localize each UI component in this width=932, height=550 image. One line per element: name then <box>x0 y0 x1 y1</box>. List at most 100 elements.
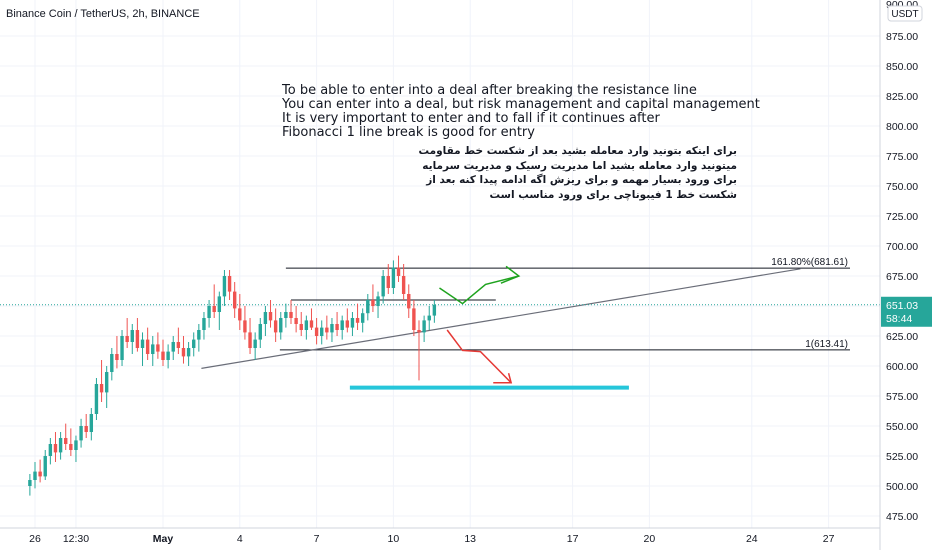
candle-body <box>360 313 365 323</box>
candle-body <box>422 320 426 333</box>
candle <box>232 282 237 318</box>
bullish-scenario-arrow <box>439 275 520 305</box>
candle <box>330 318 334 342</box>
candle <box>258 318 262 348</box>
time-tick-label: May <box>153 533 174 545</box>
candle <box>89 408 94 441</box>
candle <box>427 306 431 330</box>
candle-body <box>330 324 334 333</box>
candle <box>294 306 298 333</box>
candle-body <box>28 480 32 486</box>
candle <box>289 300 293 324</box>
annotation-line: برای ورود بسیار مهمه و برای ریزش اگه ادا… <box>426 174 737 186</box>
time-tick-label: 10 <box>388 533 400 545</box>
fibonacci-level-label: 1(613.41) <box>805 339 848 350</box>
candle-body <box>161 351 165 360</box>
candle-body <box>43 456 47 477</box>
candle-body <box>253 339 257 348</box>
candle-body <box>145 339 150 354</box>
candle <box>212 284 216 318</box>
candle <box>84 414 88 438</box>
price-axis[interactable]: 475.00 500.00 525.00 550.00 575.00 600.00 625.… <box>879 0 932 550</box>
candle-body <box>381 276 385 297</box>
time-tick-label: 7 <box>314 533 320 545</box>
candle <box>104 366 109 408</box>
price-tick-label: 600.00 <box>886 361 918 373</box>
candle <box>217 291 222 330</box>
candle <box>120 330 124 366</box>
price-tick-label: 875.00 <box>886 31 918 43</box>
candle <box>145 327 150 360</box>
candle <box>69 428 73 456</box>
candle <box>238 294 242 330</box>
candle <box>28 474 32 496</box>
candle <box>284 303 288 328</box>
annotation-line: Fibonacci 1 line break is good for entry <box>282 125 535 140</box>
candle-body <box>325 327 329 333</box>
candle <box>417 320 421 381</box>
candle-body <box>217 296 222 312</box>
candle-body <box>38 471 42 477</box>
candlestick-series <box>28 255 437 496</box>
candle-body <box>314 327 319 336</box>
candle-body <box>391 267 396 288</box>
candle-body <box>273 320 278 333</box>
candle <box>309 308 314 330</box>
candle <box>207 300 211 328</box>
candle <box>227 270 232 300</box>
candle <box>181 336 186 364</box>
time-tick-label: 4 <box>237 533 243 545</box>
candle <box>135 318 140 352</box>
candle <box>222 270 227 306</box>
time-tick-label: 27 <box>823 533 835 545</box>
candle <box>273 308 278 342</box>
candle <box>432 300 437 323</box>
candle <box>381 270 385 304</box>
candle-body <box>248 332 252 348</box>
candle-body <box>366 300 370 314</box>
price-tick-label: 800.00 <box>886 121 918 133</box>
candle-body <box>268 312 273 321</box>
candle-body <box>396 267 401 276</box>
candle <box>166 344 170 369</box>
candle-body <box>151 344 155 354</box>
candle-body <box>115 354 119 360</box>
time-axis[interactable]: 26 12:30 May 4 7 10 13 17 20 24 27 <box>0 527 880 545</box>
candle-body <box>427 315 431 321</box>
candle <box>38 459 42 483</box>
candle <box>115 336 119 369</box>
candle-body <box>94 384 99 414</box>
candle-body <box>299 324 303 330</box>
candle-body <box>243 320 247 333</box>
price-tick-label: 500.00 <box>886 481 918 493</box>
chart-drawings: 161.80%(681.61) 1(613.41) <box>0 257 880 390</box>
candle-body <box>279 318 283 333</box>
candle-body <box>176 342 181 348</box>
time-tick-label: 24 <box>746 533 758 545</box>
candle <box>130 324 134 354</box>
candle-body <box>284 312 288 318</box>
candle <box>33 462 37 489</box>
candle-body <box>64 438 68 444</box>
price-tick-label: 775.00 <box>886 151 918 163</box>
current-price-label: 651.03 <box>886 300 918 312</box>
candle-body <box>48 444 53 456</box>
candle <box>340 315 344 340</box>
candle-body <box>33 471 37 480</box>
candle <box>412 300 416 336</box>
candle <box>110 348 114 381</box>
candle-body <box>376 296 380 306</box>
price-tick-label: 675.00 <box>886 271 918 283</box>
price-tick-label: 525.00 <box>886 451 918 463</box>
candle-body <box>222 276 227 297</box>
candle-body <box>417 330 421 333</box>
candle <box>171 336 175 360</box>
candle-body <box>432 304 437 316</box>
candle-body <box>110 354 114 372</box>
candle-body <box>340 320 344 330</box>
candle-body <box>192 339 196 348</box>
annotation-line: برای اینکه بتونید وارد معامله بشید بعد ا… <box>418 145 738 157</box>
candle <box>192 332 196 357</box>
candle <box>74 435 78 462</box>
